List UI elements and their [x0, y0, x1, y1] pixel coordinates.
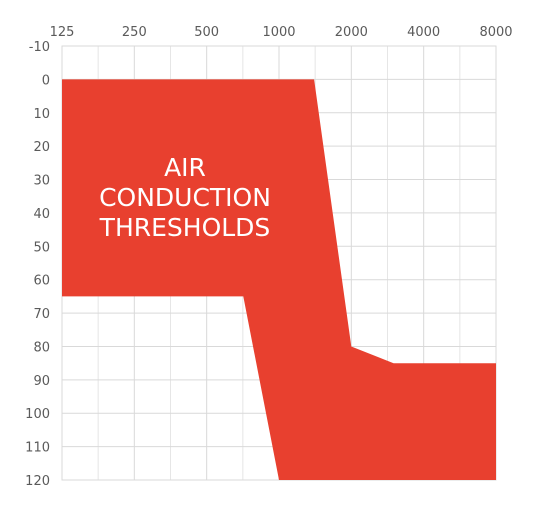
y-tick-label: 50 [33, 240, 50, 255]
y-tick-label: 20 [33, 140, 50, 155]
y-tick-label: 30 [33, 174, 50, 189]
threshold-band [62, 79, 496, 481]
threshold-band-area [62, 79, 496, 481]
y-tick-label: 40 [33, 207, 50, 222]
x-tick-label: 250 [122, 25, 147, 40]
y-tick-label: 90 [33, 374, 50, 389]
y-tick-label: 60 [33, 274, 50, 289]
band-label-line: THRESHOLDS [99, 213, 271, 242]
y-tick-label: 110 [25, 441, 50, 456]
x-tick-label: 500 [194, 25, 219, 40]
y-tick-label: 10 [33, 107, 50, 122]
y-tick-label: 80 [33, 340, 50, 355]
x-axis-tick-labels: 125 250 500 1000 2000 4000 8000 [50, 25, 513, 40]
band-label-line: AIR [164, 153, 206, 182]
x-tick-label: 4000 [407, 25, 440, 40]
band-label-line: CONDUCTION [99, 183, 271, 212]
y-tick-label: 100 [25, 407, 50, 422]
y-tick-label: 120 [25, 474, 50, 489]
x-tick-label: 2000 [335, 25, 368, 40]
y-tick-label: 70 [33, 307, 50, 322]
y-axis-tick-labels: -10 0 10 20 30 40 50 60 70 80 90 100 110 120 [25, 40, 50, 489]
x-tick-label: 125 [50, 25, 75, 40]
y-tick-label: 0 [42, 73, 50, 88]
y-tick-label: -10 [29, 40, 50, 55]
x-tick-label: 8000 [479, 25, 512, 40]
x-tick-label: 1000 [262, 25, 295, 40]
